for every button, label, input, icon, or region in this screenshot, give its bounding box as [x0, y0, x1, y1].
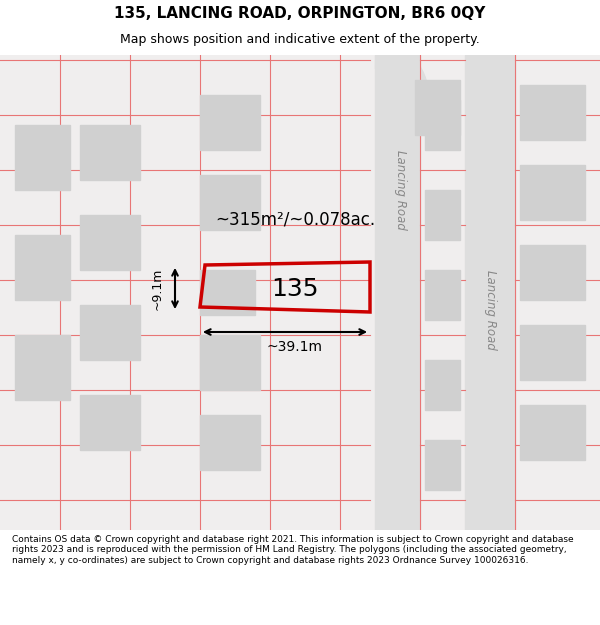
Bar	[15, 125, 70, 190]
Bar	[200, 175, 260, 230]
Bar	[80, 125, 140, 180]
Bar	[415, 80, 460, 135]
Bar	[80, 305, 140, 360]
Bar	[425, 190, 460, 240]
Bar	[425, 440, 460, 490]
Bar	[80, 395, 140, 450]
Bar	[15, 335, 70, 400]
Bar	[520, 165, 585, 220]
Bar	[15, 235, 70, 300]
Bar	[520, 85, 585, 140]
Bar	[520, 245, 585, 300]
Bar	[520, 325, 585, 380]
Bar	[200, 95, 260, 150]
Text: Map shows position and indicative extent of the property.: Map shows position and indicative extent…	[120, 33, 480, 46]
Text: Contains OS data © Crown copyright and database right 2021. This information is : Contains OS data © Crown copyright and d…	[12, 535, 574, 564]
Bar	[425, 100, 460, 150]
Text: 135, LANCING ROAD, ORPINGTON, BR6 0QY: 135, LANCING ROAD, ORPINGTON, BR6 0QY	[115, 6, 485, 21]
Text: 135: 135	[271, 276, 319, 301]
Bar	[200, 270, 255, 315]
Bar	[520, 405, 585, 460]
Bar	[200, 415, 260, 470]
Bar	[425, 270, 460, 320]
Text: ~315m²/~0.078ac.: ~315m²/~0.078ac.	[215, 211, 375, 229]
Text: Lancing Road: Lancing Road	[484, 270, 497, 350]
Bar	[375, 55, 420, 530]
Text: ~9.1m: ~9.1m	[151, 268, 163, 309]
Bar	[200, 335, 260, 390]
Bar	[80, 215, 140, 270]
Bar	[425, 360, 460, 410]
Text: ~39.1m: ~39.1m	[267, 340, 323, 354]
Text: Lancing Road: Lancing Road	[394, 150, 407, 230]
Bar	[465, 55, 515, 530]
